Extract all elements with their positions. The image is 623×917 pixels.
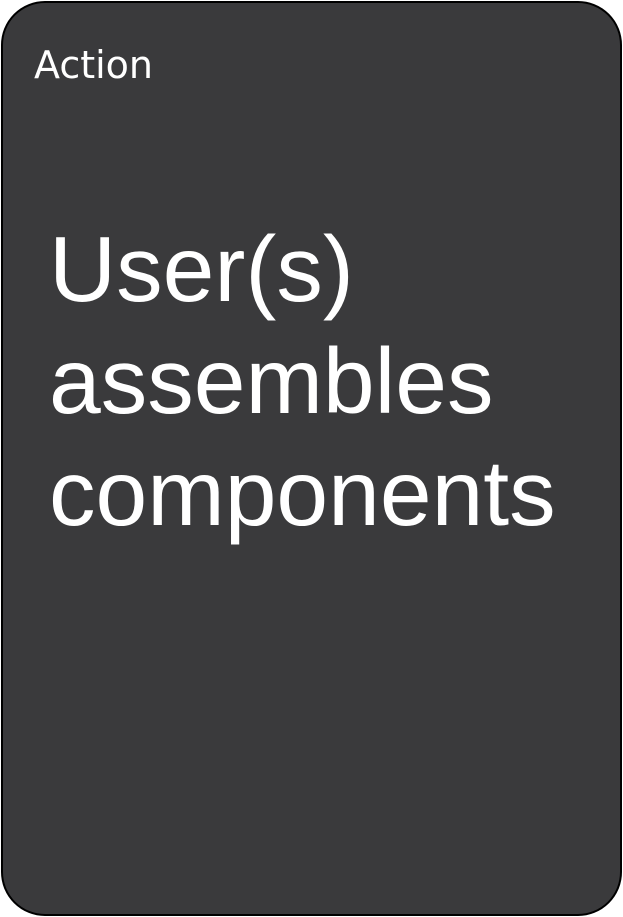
card-title-line-3: components bbox=[49, 441, 556, 545]
card-title-line-1: User(s) bbox=[49, 217, 354, 321]
card-category-label: Action bbox=[34, 43, 154, 87]
card-title: User(s) assembles components bbox=[49, 213, 619, 549]
card-title-line-2: assembles bbox=[49, 329, 494, 433]
